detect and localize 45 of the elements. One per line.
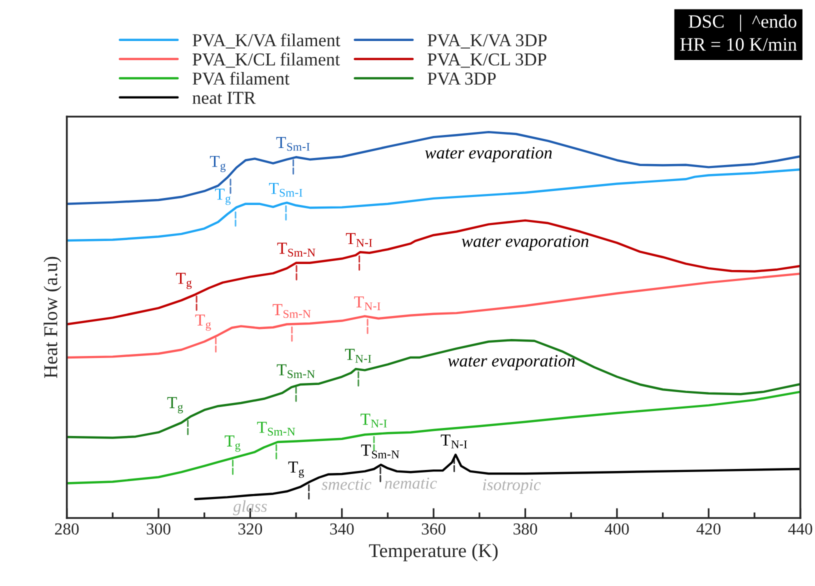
- annotation: T$_{Sm-N}$: [276, 364, 315, 378]
- x-tick-label: 400: [604, 523, 629, 535]
- x-tick-label: 360: [422, 523, 446, 535]
- annotation: T$_{g}$: [215, 188, 231, 205]
- x-tick-label: 320: [238, 523, 262, 535]
- annotation: smectic: [322, 478, 372, 490]
- annotation: T$_{Sm-N}$: [272, 304, 311, 318]
- annotation: isotropic: [483, 479, 541, 494]
- annotation: T$_{Sm-N}$: [257, 422, 296, 436]
- x-tick-label: 440: [788, 523, 812, 535]
- annotation: nematic: [384, 478, 437, 489]
- annotation: water evaporation: [425, 146, 552, 162]
- annotation: T$_{g}$: [176, 272, 192, 290]
- x-axis-title: Temperature (K): [369, 544, 498, 562]
- annotation: T$_{g}$: [288, 462, 304, 478]
- legend-label: neat ITR: [192, 92, 256, 104]
- annotation: water evaporation: [462, 235, 588, 251]
- legend-label: PVA_K/CL filament: [192, 52, 340, 68]
- annotation: T$_{Sm-N}$: [277, 242, 316, 257]
- annotation: T$_{Sm-I}$: [269, 182, 302, 197]
- legend-label: PVA 3DP: [428, 72, 496, 85]
- annotation: T$_{N-I}$: [346, 233, 372, 247]
- annotation: glass: [233, 500, 267, 516]
- annotation: T$_{Sm-I}$: [276, 137, 310, 151]
- annotation: T$_{g}$: [210, 156, 226, 172]
- legend-label: PVA_K/CL 3DP: [428, 53, 546, 68]
- annotation: T$_{N-I}$: [345, 348, 372, 363]
- annotation: T$_{g}$: [224, 436, 240, 452]
- annotation: T$_{N-I}$: [360, 414, 387, 428]
- annotation: T$_{Sm-N}$: [361, 444, 400, 458]
- annotation: T$_{N-I}$: [440, 434, 467, 448]
- text: DSC | ^endo HR = 10 K/min: [680, 14, 797, 51]
- x-tick-label: 420: [696, 523, 721, 535]
- annotation: water evaporation: [448, 354, 575, 370]
- annotation: T$_{N-I}$: [354, 296, 380, 310]
- legend-label: PVA_K/VA 3DP: [428, 34, 547, 48]
- annotation: T$_{g}$: [167, 397, 183, 414]
- legend-label: PVA_K/VA filament: [192, 33, 340, 48]
- y-axis-title: Heat Flow (a.u): [44, 256, 62, 378]
- x-tick-label: 380: [514, 523, 538, 535]
- x-tick-label: 340: [330, 523, 354, 535]
- annotation: T$_{g}$: [195, 314, 211, 331]
- legend-label: PVA filament: [192, 72, 290, 85]
- x-tick-label: 300: [146, 523, 170, 535]
- x-tick-label: 280: [55, 523, 79, 535]
